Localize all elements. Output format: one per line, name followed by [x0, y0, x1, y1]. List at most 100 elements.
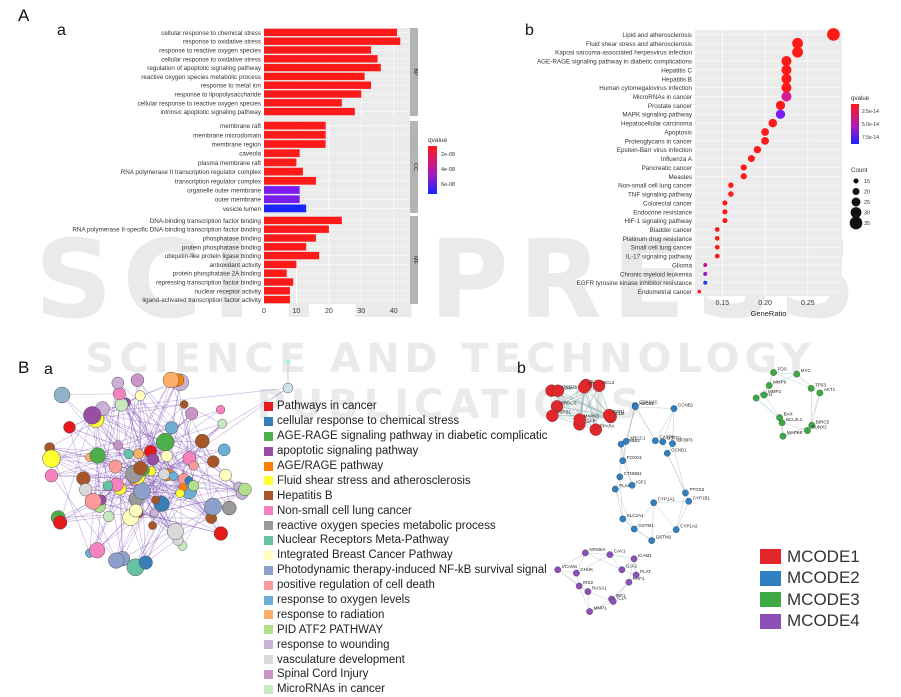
legend-label: Pathways in cancer [277, 400, 377, 412]
legend-swatch [264, 521, 273, 530]
legend-title: qvalue [851, 95, 870, 102]
bar-label: response to reactive oxygen species [159, 48, 261, 55]
gene-label: IGF1 [636, 479, 646, 484]
gene-label: MAPK3 [584, 414, 600, 419]
bar-label: membrane raft [220, 123, 261, 130]
size-legend-label: 25 [864, 200, 870, 206]
x-tick-label: 0.25 [801, 300, 815, 307]
bar [264, 122, 326, 130]
network-node [195, 434, 209, 448]
panel-label-A: A [18, 6, 29, 26]
legend-label: positive regulation of cell death [277, 579, 435, 591]
dot [781, 65, 791, 75]
mcode-node [631, 526, 637, 532]
bar-label: plasma membrane raft [198, 160, 261, 167]
bar-label: response to metal ion [201, 83, 262, 90]
dot-label: Human cytomegalovirus infection [599, 85, 692, 92]
legend-title: qvalue [428, 137, 448, 144]
dot-label: IL-17 signaling pathway [626, 254, 693, 261]
dot-label: MAPK signaling pathway [622, 112, 693, 119]
bar [264, 90, 361, 97]
network-node [163, 372, 179, 388]
network-node [83, 406, 101, 424]
mcode-cluster-2: CYP1B1CYP1A2CYP1A1GSTM2GSTM1SLC2A4PLAUCT… [612, 400, 710, 544]
network-node [147, 454, 159, 466]
bar-label: response to oxidative stress [183, 39, 261, 46]
mcode-cluster-4: RAF1IRF1IL1AMMP1RASA1IRS2VCAM1CHUKNFKBIA… [555, 547, 653, 615]
mcode-node [555, 567, 561, 573]
bar [264, 149, 300, 157]
bar [264, 140, 326, 148]
bar-label: ubiquitin-like protein ligase binding [165, 253, 262, 260]
mcode-node [776, 414, 782, 420]
bar-label: membrane region [212, 142, 262, 149]
dot-label: Hepatitis B [662, 76, 692, 83]
legend-label: Hepatitis B [277, 490, 333, 502]
bar-label: RNA polymerase II transcription regulato… [121, 169, 262, 176]
figure: SCITEPRESS SCIENCE AND TECHNOLOGY PUBLIC… [0, 0, 901, 640]
legend-label: AGE-RAGE signaling pathway in diabetic c… [277, 430, 547, 442]
mcode-node [804, 427, 810, 433]
gene-label: IGFBP3 [676, 438, 693, 443]
panel-label-Bb: b [517, 360, 526, 378]
bar-label: transcription regulator complex [175, 178, 262, 185]
gene-label: XRCC1 [630, 435, 646, 440]
legend-item: apoptotic signaling pathway [264, 444, 547, 459]
mcode-node [761, 392, 767, 398]
mcode-cluster-1: IL1BPPARAEGFRMAPK3PRKCBHSPB1MAPK1CASP3JU… [546, 379, 626, 436]
network-node [131, 374, 144, 387]
dot [728, 182, 733, 187]
legend-item: vasculature development [264, 652, 547, 667]
mcode-node [766, 382, 772, 388]
network-node [108, 553, 124, 569]
dot [715, 254, 720, 259]
bar-label: RNA polymerase II-specific DNA-binding t… [72, 227, 261, 234]
mcode-swatch [760, 614, 781, 629]
legend-label: response to radiation [277, 609, 384, 621]
dot-label: Non-small cell lung cancer [618, 183, 692, 190]
legend-item: Spinal Cord Injury [264, 667, 547, 682]
network-node [188, 480, 199, 491]
dot [781, 83, 791, 93]
legend-swatch [264, 655, 273, 664]
dot-label: Pancreatic cancer [642, 165, 692, 172]
gene-label: ESR1 [613, 409, 625, 414]
dot [776, 101, 785, 110]
bar [264, 159, 296, 167]
dot-label: Proteoglycans in cancer [625, 138, 692, 145]
mcode-label: MCODE3 [787, 590, 860, 610]
gene-label: CCND1 [671, 447, 687, 452]
network-node [214, 527, 228, 541]
dot [761, 137, 769, 145]
size-legend-label: 20 [864, 190, 870, 196]
dot-label: Hepatitis C [661, 67, 692, 74]
bar [264, 38, 400, 45]
network-node [207, 456, 219, 468]
dot-label: EGFR tyrosine kinase inhibitor resistanc… [577, 280, 693, 287]
mcode-node [626, 579, 632, 585]
network-node [124, 449, 134, 459]
colorbar-tick: 4e-08 [441, 167, 455, 173]
network-node [103, 481, 113, 491]
legend-label: AGE/RAGE pathway [277, 460, 383, 472]
bar [264, 243, 306, 250]
network-node [85, 493, 101, 509]
bar [264, 55, 378, 62]
mcode-node [817, 390, 823, 396]
dot-label: Fluid shear stress and atherosclerosis [586, 41, 692, 48]
gene-label: MAPK8 [787, 430, 803, 435]
network-node [239, 483, 252, 496]
legend-swatch [264, 462, 273, 471]
x-tick-label: 40 [390, 308, 398, 315]
bar [264, 108, 355, 115]
legend-item: Pathways in cancer [264, 399, 547, 414]
dot-label: Endocrine resistance [633, 209, 692, 216]
mcode-node [650, 499, 656, 505]
mcode-swatch [760, 571, 781, 586]
gene-label: BCL2L1 [786, 417, 803, 422]
dot-label: MicroRNAs in cancer [633, 94, 692, 101]
mcode-node [780, 433, 786, 439]
network-node [135, 391, 145, 401]
network-node [169, 472, 178, 481]
network-node [90, 448, 106, 464]
